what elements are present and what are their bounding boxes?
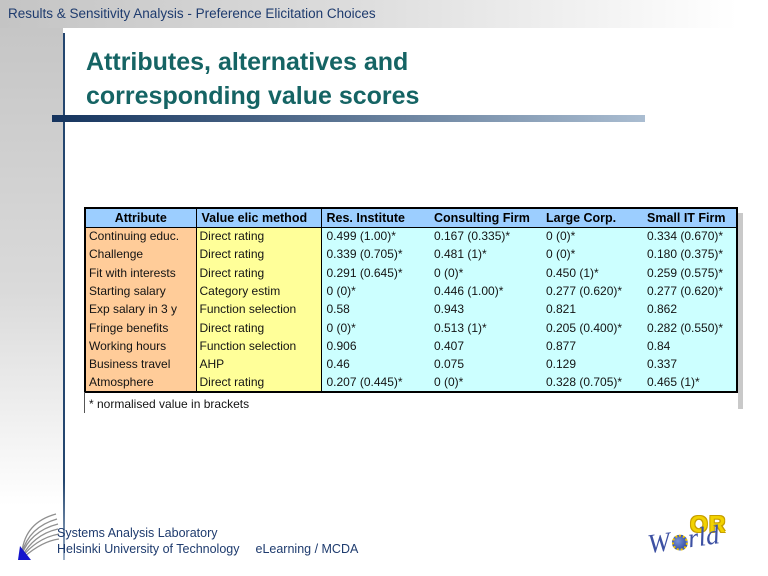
footer-line2: Helsinki University of Technology eLearni… (57, 542, 358, 558)
table-cell: Direct rating (196, 318, 322, 337)
table-cell: 0.450 (1)* (541, 263, 642, 282)
table-cell: Fit with interests (85, 263, 197, 282)
table-cell: 0.446 (1.00)* (429, 281, 541, 301)
table-cell: Fringe benefits (85, 318, 197, 337)
or-world-w: W (645, 526, 673, 560)
vertical-accent-line (63, 33, 65, 560)
table-cell: 0.499 (1.00)* (321, 227, 429, 246)
column-header: Value elic method (196, 208, 322, 228)
table-cell: 0.129 (541, 355, 642, 374)
table-cell: 0.513 (1)* (429, 318, 541, 337)
footer-org-line2: Helsinki University of Technology (57, 541, 240, 556)
table-cell: 0.46 (321, 355, 429, 374)
table-cell: Direct rating (196, 263, 322, 282)
table-cell: 0.465 (1)* (642, 373, 737, 392)
column-header: Small IT Firm (642, 208, 737, 228)
table-cell: 0.207 (0.445)* (321, 373, 429, 392)
table-cell: Challenge (85, 245, 197, 264)
table-cell: 0 (0)* (321, 318, 429, 337)
table-row: Working hours Function selection 0.906 0.40… (85, 336, 737, 356)
table-cell: Working hours (85, 336, 197, 356)
footer-course: eLearning / MCDA (255, 541, 359, 556)
table-cell: 0 (0)* (541, 227, 642, 246)
table-cell: Function selection (196, 336, 322, 356)
table-cell: 0.277 (0.620)* (642, 281, 737, 301)
table-cell: 0.906 (321, 336, 429, 356)
table-cell: 0.407 (429, 336, 541, 356)
table-cell: 0.877 (541, 336, 642, 356)
table-cell: 0.334 (0.670)* (642, 227, 737, 246)
column-header: Attribute (85, 208, 197, 228)
page-title: Attributes, alternatives and correspondi… (86, 48, 420, 110)
note-left-line (84, 392, 85, 413)
table-cell: Continuing educ. (85, 227, 197, 246)
table-cell: 0.259 (0.575)* (642, 263, 737, 282)
table-cell: 0 (0)* (429, 373, 541, 392)
globe-icon (670, 533, 689, 552)
or-world-rld: rld (685, 519, 722, 554)
table-cell: Business travel (85, 355, 197, 374)
table-cell: Direct rating (196, 373, 322, 392)
table-footnote: * normalised value in brackets (89, 397, 250, 411)
column-header: Res. Institute (321, 208, 429, 228)
table-row: Business travel AHP 0.46 0.075 0.129 0.337 (85, 355, 737, 374)
table-cell: Direct rating (196, 245, 322, 264)
table-row: Exp salary in 3 y Function selection 0.58 0… (85, 300, 737, 319)
footer-text: Systems Analysis Laboratory Helsinki Uni… (57, 526, 358, 557)
table-cell: 0 (0)* (541, 245, 642, 264)
table-cell: 0.84 (642, 336, 737, 356)
attributes-table: Attribute Value elic method Res. Institute… (84, 207, 738, 393)
table-cell: Direct rating (196, 227, 322, 246)
table-cell: 0 (0)* (429, 263, 541, 282)
table-cell: Category estim (196, 281, 322, 301)
table-cell: 0.282 (0.550)* (642, 318, 737, 337)
table-row: Fringe benefits Direct rating 0 (0)* 0.513 … (85, 318, 737, 337)
table-cell: AHP (196, 355, 322, 374)
slide-header: Results & Sensitivity Analysis - Prefere… (8, 6, 376, 21)
table-cell: 0.205 (0.400)* (541, 318, 642, 337)
table-cell: 0.339 (0.705)* (321, 245, 429, 264)
table-cell: 0.943 (429, 300, 541, 319)
table-cell: 0.180 (0.375)* (642, 245, 737, 264)
table-row: Challenge Direct rating 0.339 (0.705)* 0.48… (85, 245, 737, 264)
table-cell: 0 (0)* (321, 281, 429, 301)
or-world-logo-or-text: OR (690, 511, 727, 537)
table-row: Fit with interests Direct rating 0.291 (0.… (85, 263, 737, 282)
table-container: Attribute Value elic method Res. Institute… (84, 207, 738, 393)
table-cell: 0.821 (541, 300, 642, 319)
footer-org-line1: Systems Analysis Laboratory (57, 526, 218, 540)
table-shadow (738, 213, 743, 409)
left-gradient-bar (0, 28, 63, 506)
table-cell: Starting salary (85, 281, 197, 301)
top-gradient-strip (0, 0, 768, 28)
table-cell: 0.167 (0.335)* (429, 227, 541, 246)
column-header: Large Corp. (541, 208, 642, 228)
table-cell: 0.277 (0.620)* (541, 281, 642, 301)
table-cell: 0.337 (642, 355, 737, 374)
university-fan-logo (18, 513, 60, 560)
title-divider-bar (52, 115, 645, 122)
table-cell: 0.075 (429, 355, 541, 374)
table-cell: Atmosphere (85, 373, 197, 392)
table-row: Starting salary Category estim 0 (0)* 0.446… (85, 281, 737, 301)
table-row: Atmosphere Direct rating 0.207 (0.445)* 0 (… (85, 373, 737, 392)
table-cell: Exp salary in 3 y (85, 300, 197, 319)
table-cell: 0.328 (0.705)* (541, 373, 642, 392)
table-cell: 0.862 (642, 300, 737, 319)
table-cell: 0.291 (0.645)* (321, 263, 429, 282)
table-row: Continuing educ. Direct rating 0.499 (1.00… (85, 227, 737, 246)
table-cell: Function selection (196, 300, 322, 319)
column-header: Consulting Firm (429, 208, 541, 228)
table-cell: 0.481 (1)* (429, 245, 541, 264)
table-cell: 0.58 (321, 300, 429, 319)
